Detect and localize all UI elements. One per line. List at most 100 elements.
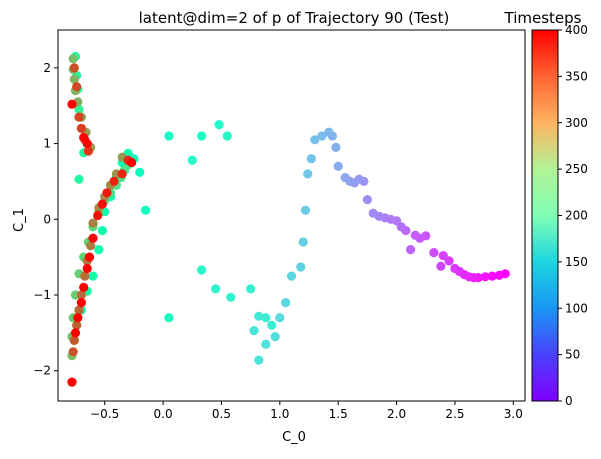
scatter-point <box>306 154 316 164</box>
scatter-point <box>275 313 285 323</box>
scatter-point <box>197 131 207 141</box>
colorbar-tick-label: 100 <box>565 301 588 315</box>
x-tick-label: 2.0 <box>387 407 406 421</box>
scatter-point <box>286 271 297 281</box>
colorbar <box>531 29 559 402</box>
scatter-point <box>298 237 308 247</box>
x-tick-label: 0.5 <box>212 407 231 421</box>
scatter-point <box>436 261 446 271</box>
scatter-point <box>211 284 221 294</box>
scatter-point <box>222 131 232 141</box>
scatter-point <box>324 127 334 137</box>
scatter-point <box>69 335 79 345</box>
y-ticks: −2 −1 0 1 2 <box>33 61 58 378</box>
scatter-point <box>86 241 96 251</box>
scatter-point <box>164 131 174 141</box>
colorbar-tick-label: 350 <box>565 69 588 83</box>
scatter-point <box>487 271 497 281</box>
scatter-point <box>226 292 236 302</box>
scatter-point <box>68 347 78 357</box>
chart-title: latent@dim=2 of p of Trajectory 90 (Test… <box>139 9 450 27</box>
scatter-point <box>79 282 89 292</box>
scatter-point <box>450 263 460 274</box>
y-tick-label: 2 <box>43 61 51 75</box>
colorbar-tick-label: 400 <box>565 23 588 37</box>
scatter-point <box>444 256 454 266</box>
scatter-point <box>267 320 277 330</box>
scatter-point <box>214 120 224 130</box>
scatter-point <box>74 174 84 184</box>
scatter-point <box>76 123 86 133</box>
y-tick-label: −2 <box>33 364 51 378</box>
scatter-point <box>331 142 341 152</box>
scatter-point <box>69 74 79 84</box>
colorbar-tick-label: 250 <box>565 162 588 176</box>
scatter-point <box>127 157 137 168</box>
colorbar-tick-label: 200 <box>565 209 588 223</box>
y-tick-label: 1 <box>43 137 51 151</box>
scatter-point <box>296 262 306 272</box>
scatter-point <box>164 313 174 323</box>
x-tick-label: 1.5 <box>329 407 348 421</box>
scatter-point <box>69 63 79 73</box>
scatter-point <box>310 135 320 145</box>
scatter-point <box>270 332 280 342</box>
scatter-point <box>300 205 311 215</box>
scatter-point <box>102 188 112 198</box>
scatter-point <box>93 210 103 221</box>
scatter-point <box>480 272 490 282</box>
scatter-point <box>246 284 256 294</box>
x-ticks: −0.5 0.0 0.5 1.0 1.5 2.0 2.5 3.0 <box>90 401 523 421</box>
scatter-point <box>72 82 82 92</box>
scatter-point <box>187 155 197 165</box>
scatter-point <box>67 377 77 387</box>
colorbar-tick-label: 150 <box>565 255 588 269</box>
scatter-point <box>249 326 259 336</box>
scatter-point <box>68 54 78 64</box>
scatter-point <box>261 339 271 349</box>
colorbar-label: Timesteps <box>504 9 582 27</box>
y-axis-label: C_1 <box>12 208 27 232</box>
scatter-point <box>72 320 82 330</box>
scatter-point <box>74 104 84 115</box>
scatter-point <box>97 226 107 236</box>
scatter-point <box>74 305 84 315</box>
scatter-point <box>197 265 207 275</box>
x-tick-label: 1.0 <box>270 407 289 421</box>
scatter-point <box>80 271 90 281</box>
scatter-point <box>254 311 264 321</box>
colorbar-ticks: 0 50 100 150 200 250 300 350 400 <box>558 23 588 408</box>
scatter-point <box>88 271 98 281</box>
scatter-point <box>429 248 439 258</box>
scatter-point <box>74 112 84 122</box>
scatter-point <box>281 298 291 308</box>
points-layer <box>67 51 510 387</box>
scatter-point <box>362 195 372 205</box>
y-tick-label: 0 <box>43 212 51 226</box>
plot-frame <box>57 29 526 402</box>
scatter-point <box>406 245 416 255</box>
scatter-point <box>97 199 107 209</box>
scatter-point <box>317 131 327 141</box>
scatter-point <box>73 313 83 323</box>
scatter-point <box>135 167 145 177</box>
x-tick-label: −0.5 <box>90 407 119 421</box>
scatter-point <box>141 205 151 215</box>
scatter-point <box>261 313 271 323</box>
y-tick-label: −1 <box>33 288 51 302</box>
colorbar-tick-label: 300 <box>565 116 588 130</box>
scatter-point <box>76 290 86 300</box>
scatter-point <box>333 161 343 171</box>
x-tick-label: 2.5 <box>445 407 464 421</box>
scatter-point <box>82 263 92 274</box>
scatter-point <box>83 146 93 156</box>
scatter-point <box>70 328 81 338</box>
scatter-point <box>117 169 127 179</box>
scatter-point <box>94 245 104 255</box>
x-tick-label: 3.0 <box>504 407 523 421</box>
scatter-point <box>76 298 86 308</box>
scatter-point <box>438 251 448 261</box>
colorbar-tick-label: 50 <box>565 348 580 362</box>
